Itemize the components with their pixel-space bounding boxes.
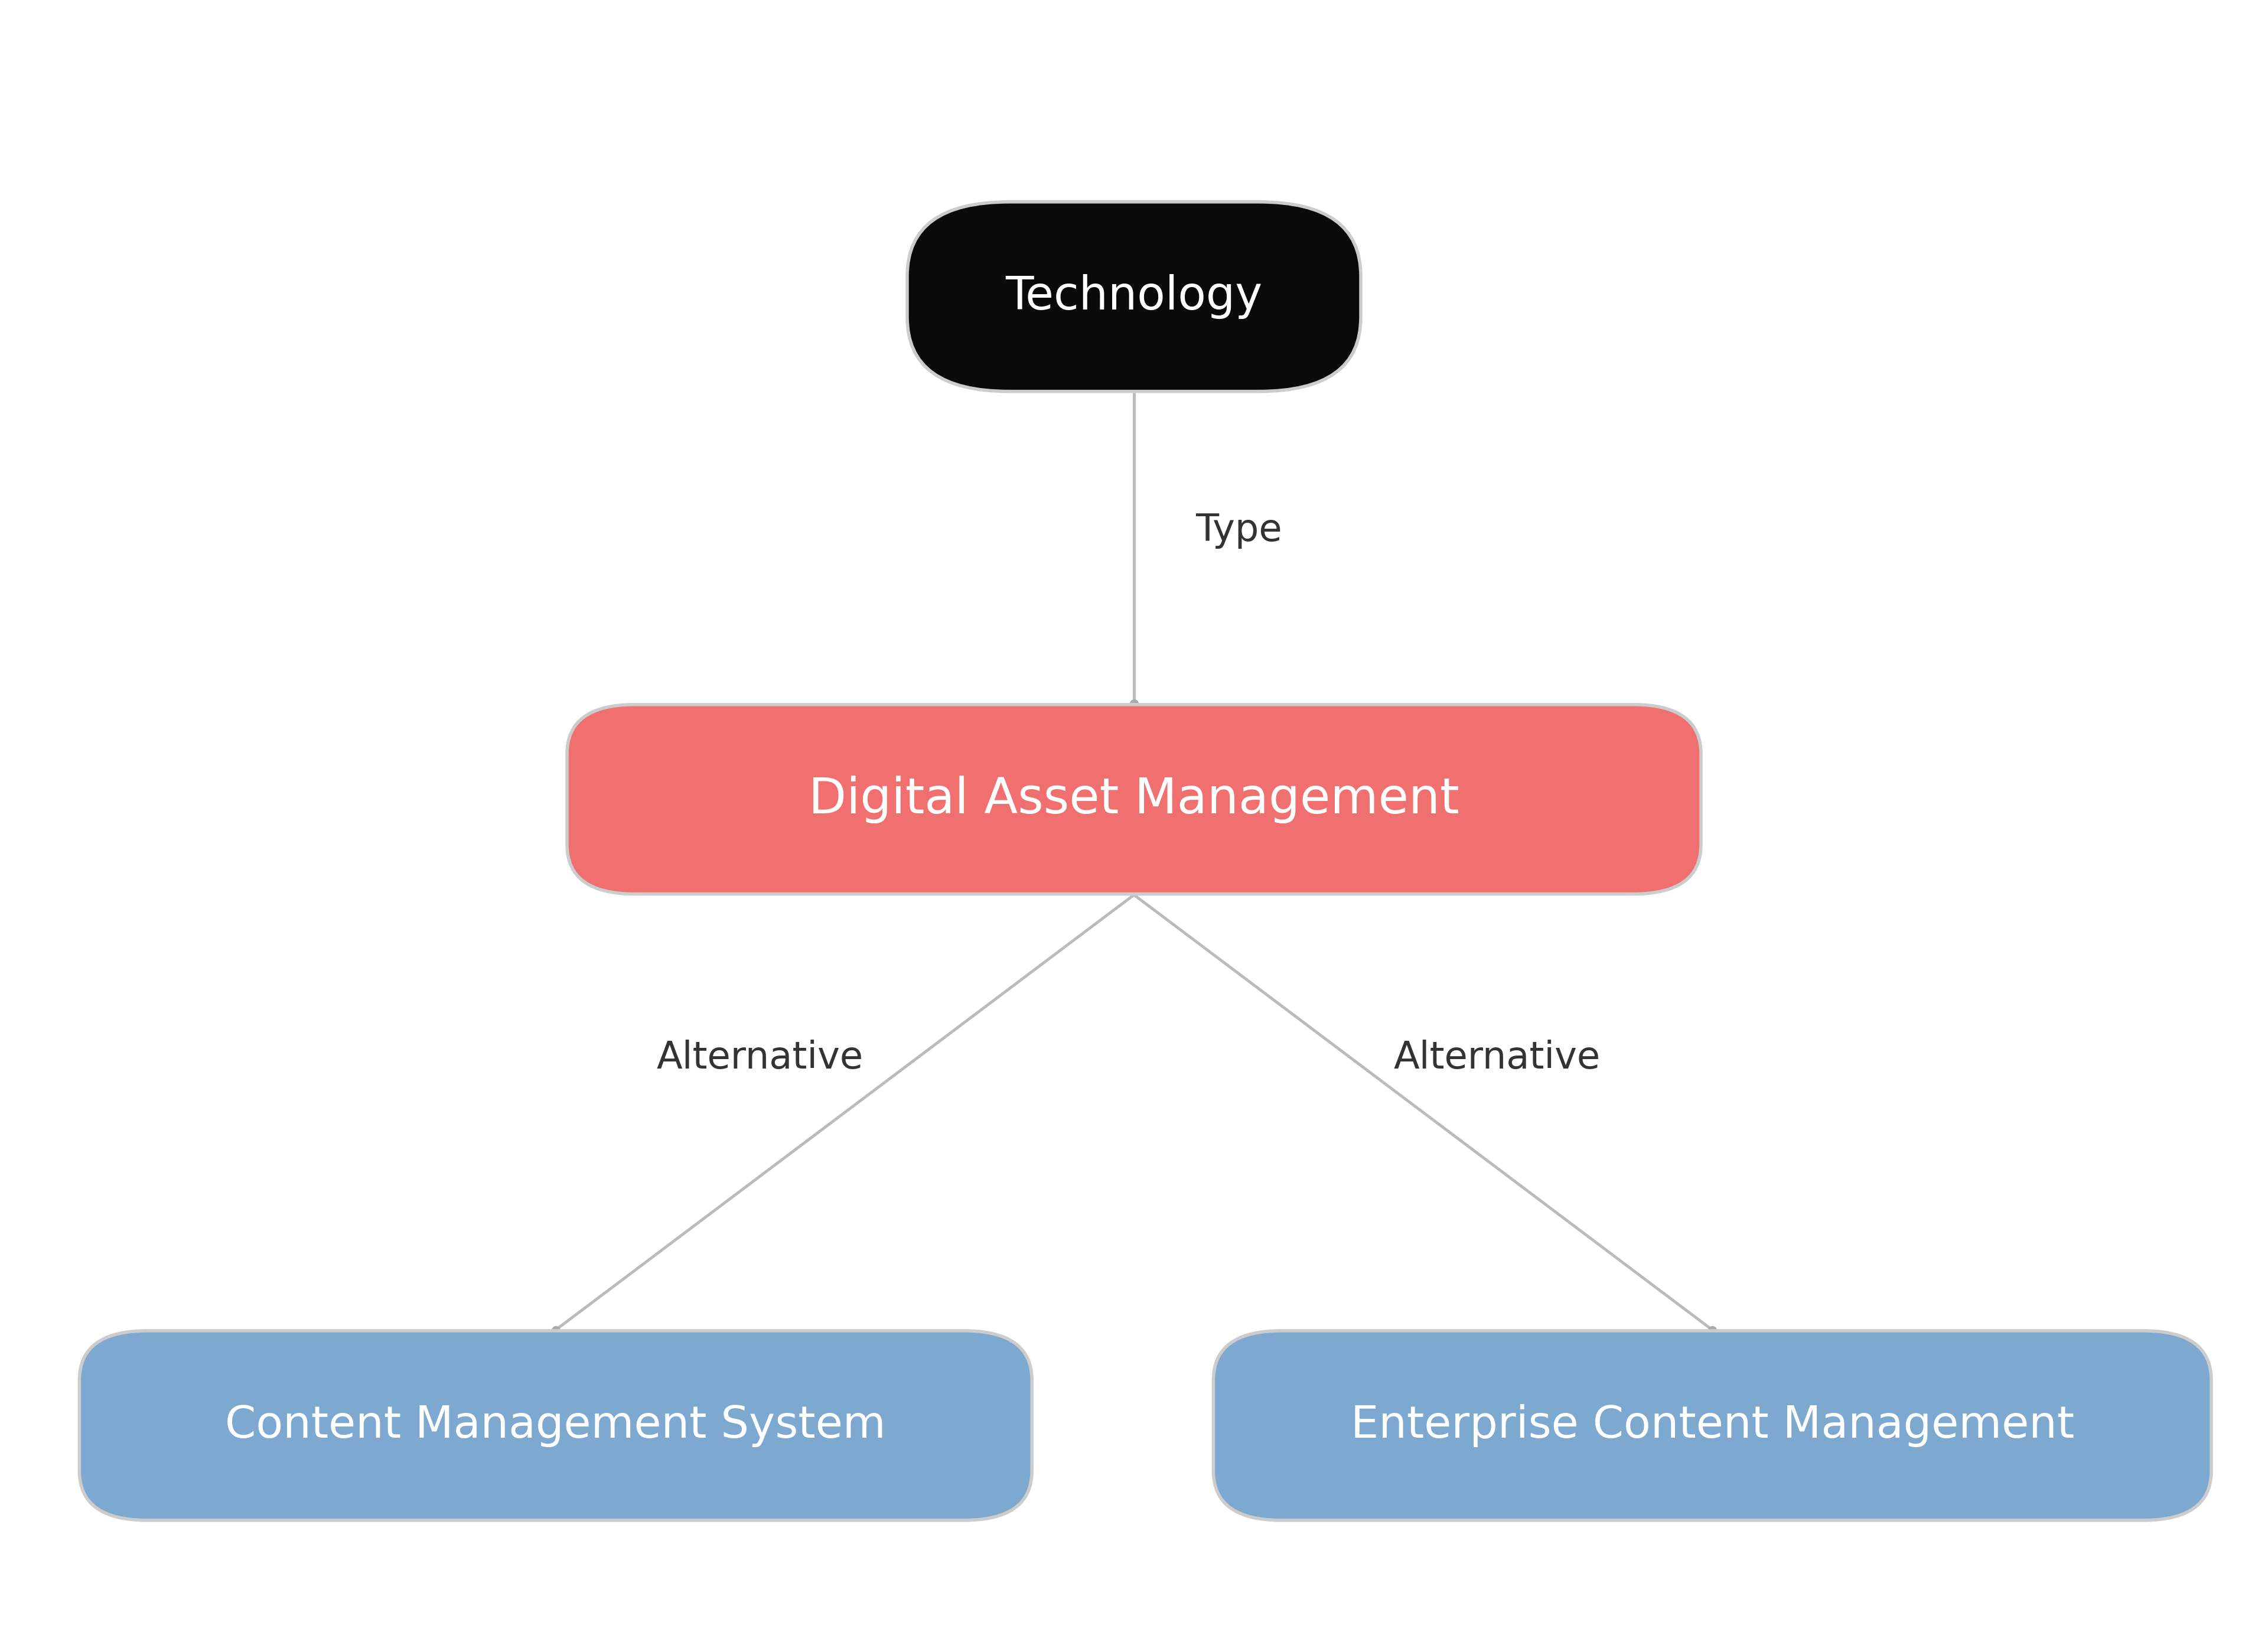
Text: Digital Asset Management: Digital Asset Management — [810, 775, 1458, 824]
Text: Alternative: Alternative — [655, 1040, 864, 1076]
FancyBboxPatch shape — [1213, 1332, 2211, 1519]
Text: Technology: Technology — [1005, 274, 1263, 320]
Text: Type: Type — [1195, 513, 1281, 549]
Point — [1694, 1317, 1730, 1343]
Text: Content Management System: Content Management System — [225, 1404, 887, 1447]
Text: Alternative: Alternative — [1393, 1040, 1601, 1076]
Text: Enterprise Content Management: Enterprise Content Management — [1349, 1404, 2075, 1447]
Point — [538, 1317, 574, 1343]
FancyBboxPatch shape — [567, 705, 1701, 893]
FancyBboxPatch shape — [79, 1332, 1032, 1519]
FancyBboxPatch shape — [907, 203, 1361, 392]
Point — [1116, 691, 1152, 717]
